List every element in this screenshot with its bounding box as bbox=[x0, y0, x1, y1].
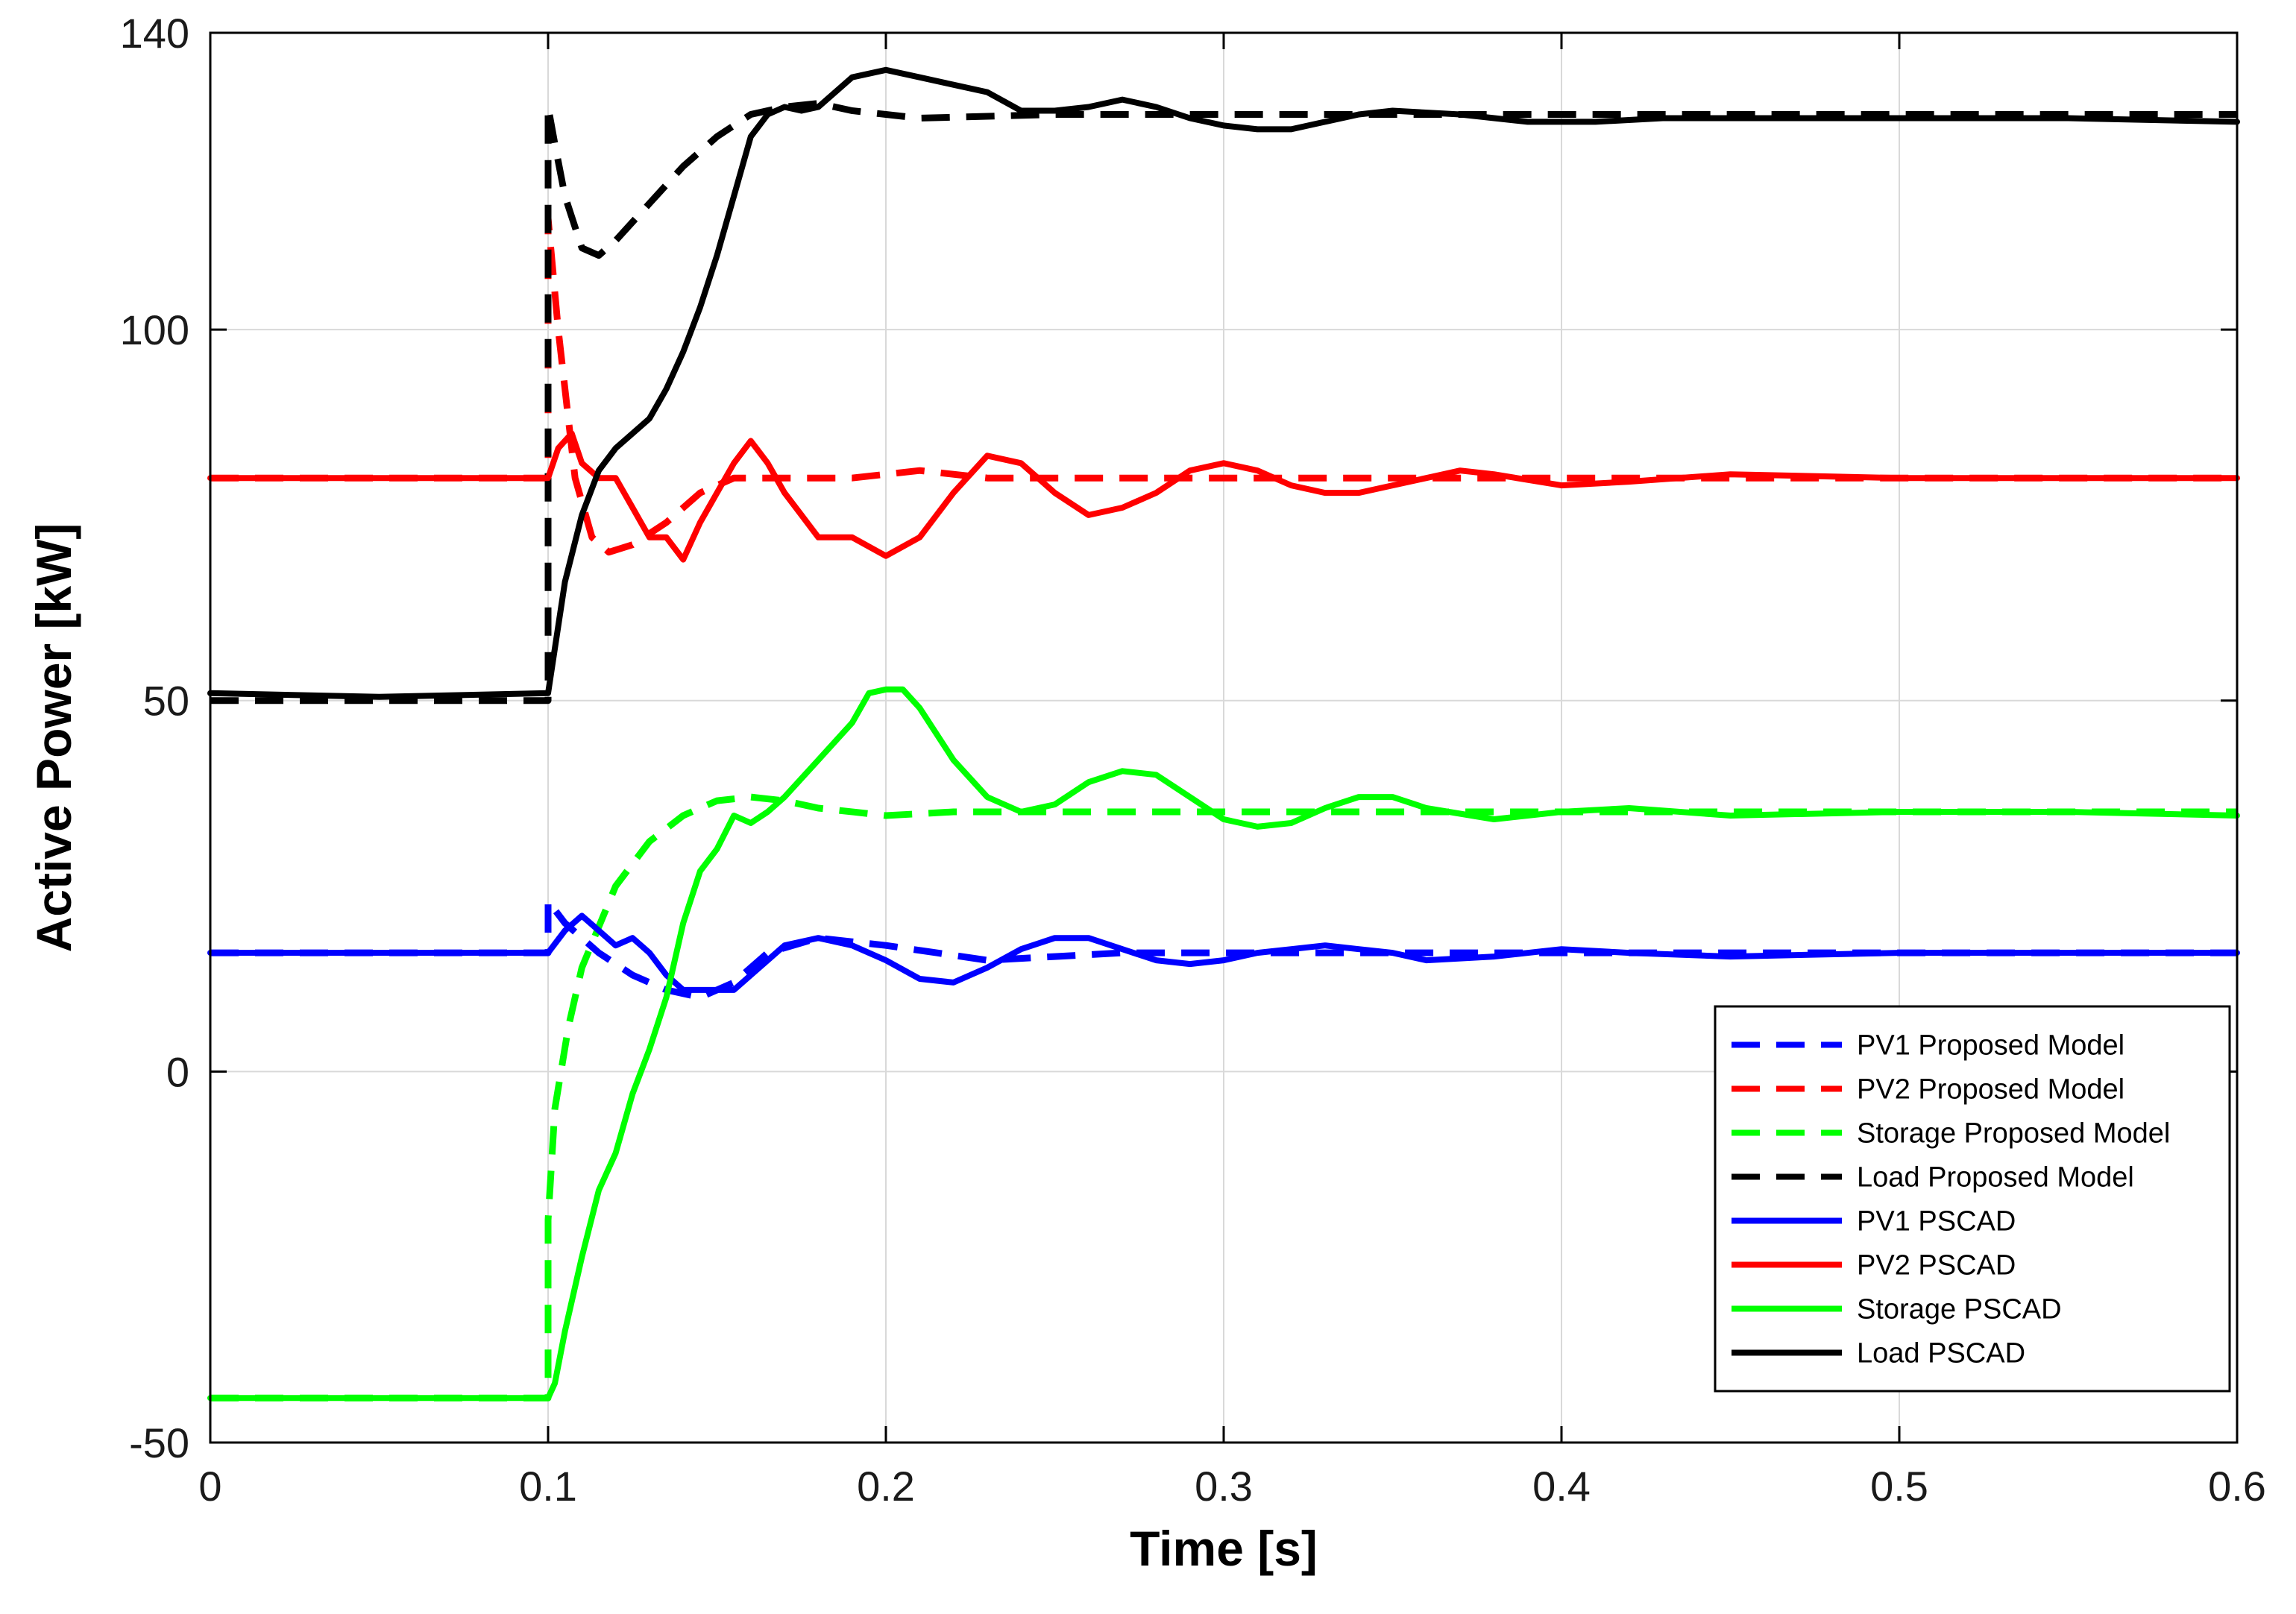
series-lines bbox=[207, 66, 2240, 1402]
legend: PV1 Proposed Model PV2 Proposed Model Stor… bbox=[1714, 1005, 2231, 1393]
y-tick-label: 100 bbox=[120, 306, 189, 353]
series-line-pv1-pscad bbox=[207, 912, 2240, 993]
series-line-load-pscad bbox=[207, 66, 2240, 700]
x-tick-label: 0.2 bbox=[857, 1463, 915, 1510]
legend-label: PV2 Proposed Model bbox=[1857, 1074, 2124, 1106]
series-line-pv1-proposed-model bbox=[210, 898, 2237, 1001]
x-tick-label: 0.6 bbox=[2208, 1463, 2266, 1510]
legend-label: PV2 PSCAD bbox=[1857, 1250, 2016, 1282]
legend-label: PV1 Proposed Model bbox=[1857, 1030, 2124, 1062]
series-line-pv2-proposed-model bbox=[210, 215, 2237, 556]
y-axis-label: Active Power [kW] bbox=[26, 523, 81, 953]
legend-label: Storage Proposed Model bbox=[1857, 1118, 2170, 1150]
series-line-storage-proposed-model bbox=[210, 793, 2237, 1402]
y-tick-label: -50 bbox=[129, 1419, 189, 1466]
legend-label: Load PSCAD bbox=[1857, 1338, 2025, 1369]
series-line-load-proposed-model bbox=[210, 100, 2237, 704]
x-tick-label: 0.3 bbox=[1195, 1463, 1253, 1510]
legend-label: Storage PSCAD bbox=[1857, 1294, 2062, 1325]
x-tick-label: 0 bbox=[198, 1463, 221, 1510]
x-tick-label: 0.5 bbox=[1870, 1463, 1928, 1510]
legend-label: Load Proposed Model bbox=[1857, 1162, 2134, 1194]
x-axis-label: Time [s] bbox=[1130, 1521, 1318, 1576]
y-tick-label: 140 bbox=[120, 10, 189, 57]
y-tick-label: 50 bbox=[143, 678, 189, 725]
series-line-storage-pscad bbox=[207, 686, 2240, 1402]
y-tick-label: 0 bbox=[166, 1048, 189, 1095]
series-line-pv2-pscad bbox=[207, 430, 2240, 563]
legend-label: PV1 PSCAD bbox=[1857, 1206, 2016, 1238]
x-tick-label: 0.4 bbox=[1532, 1463, 1591, 1510]
legend-box bbox=[1714, 1005, 2231, 1393]
x-tick-label: 0.1 bbox=[519, 1463, 577, 1510]
